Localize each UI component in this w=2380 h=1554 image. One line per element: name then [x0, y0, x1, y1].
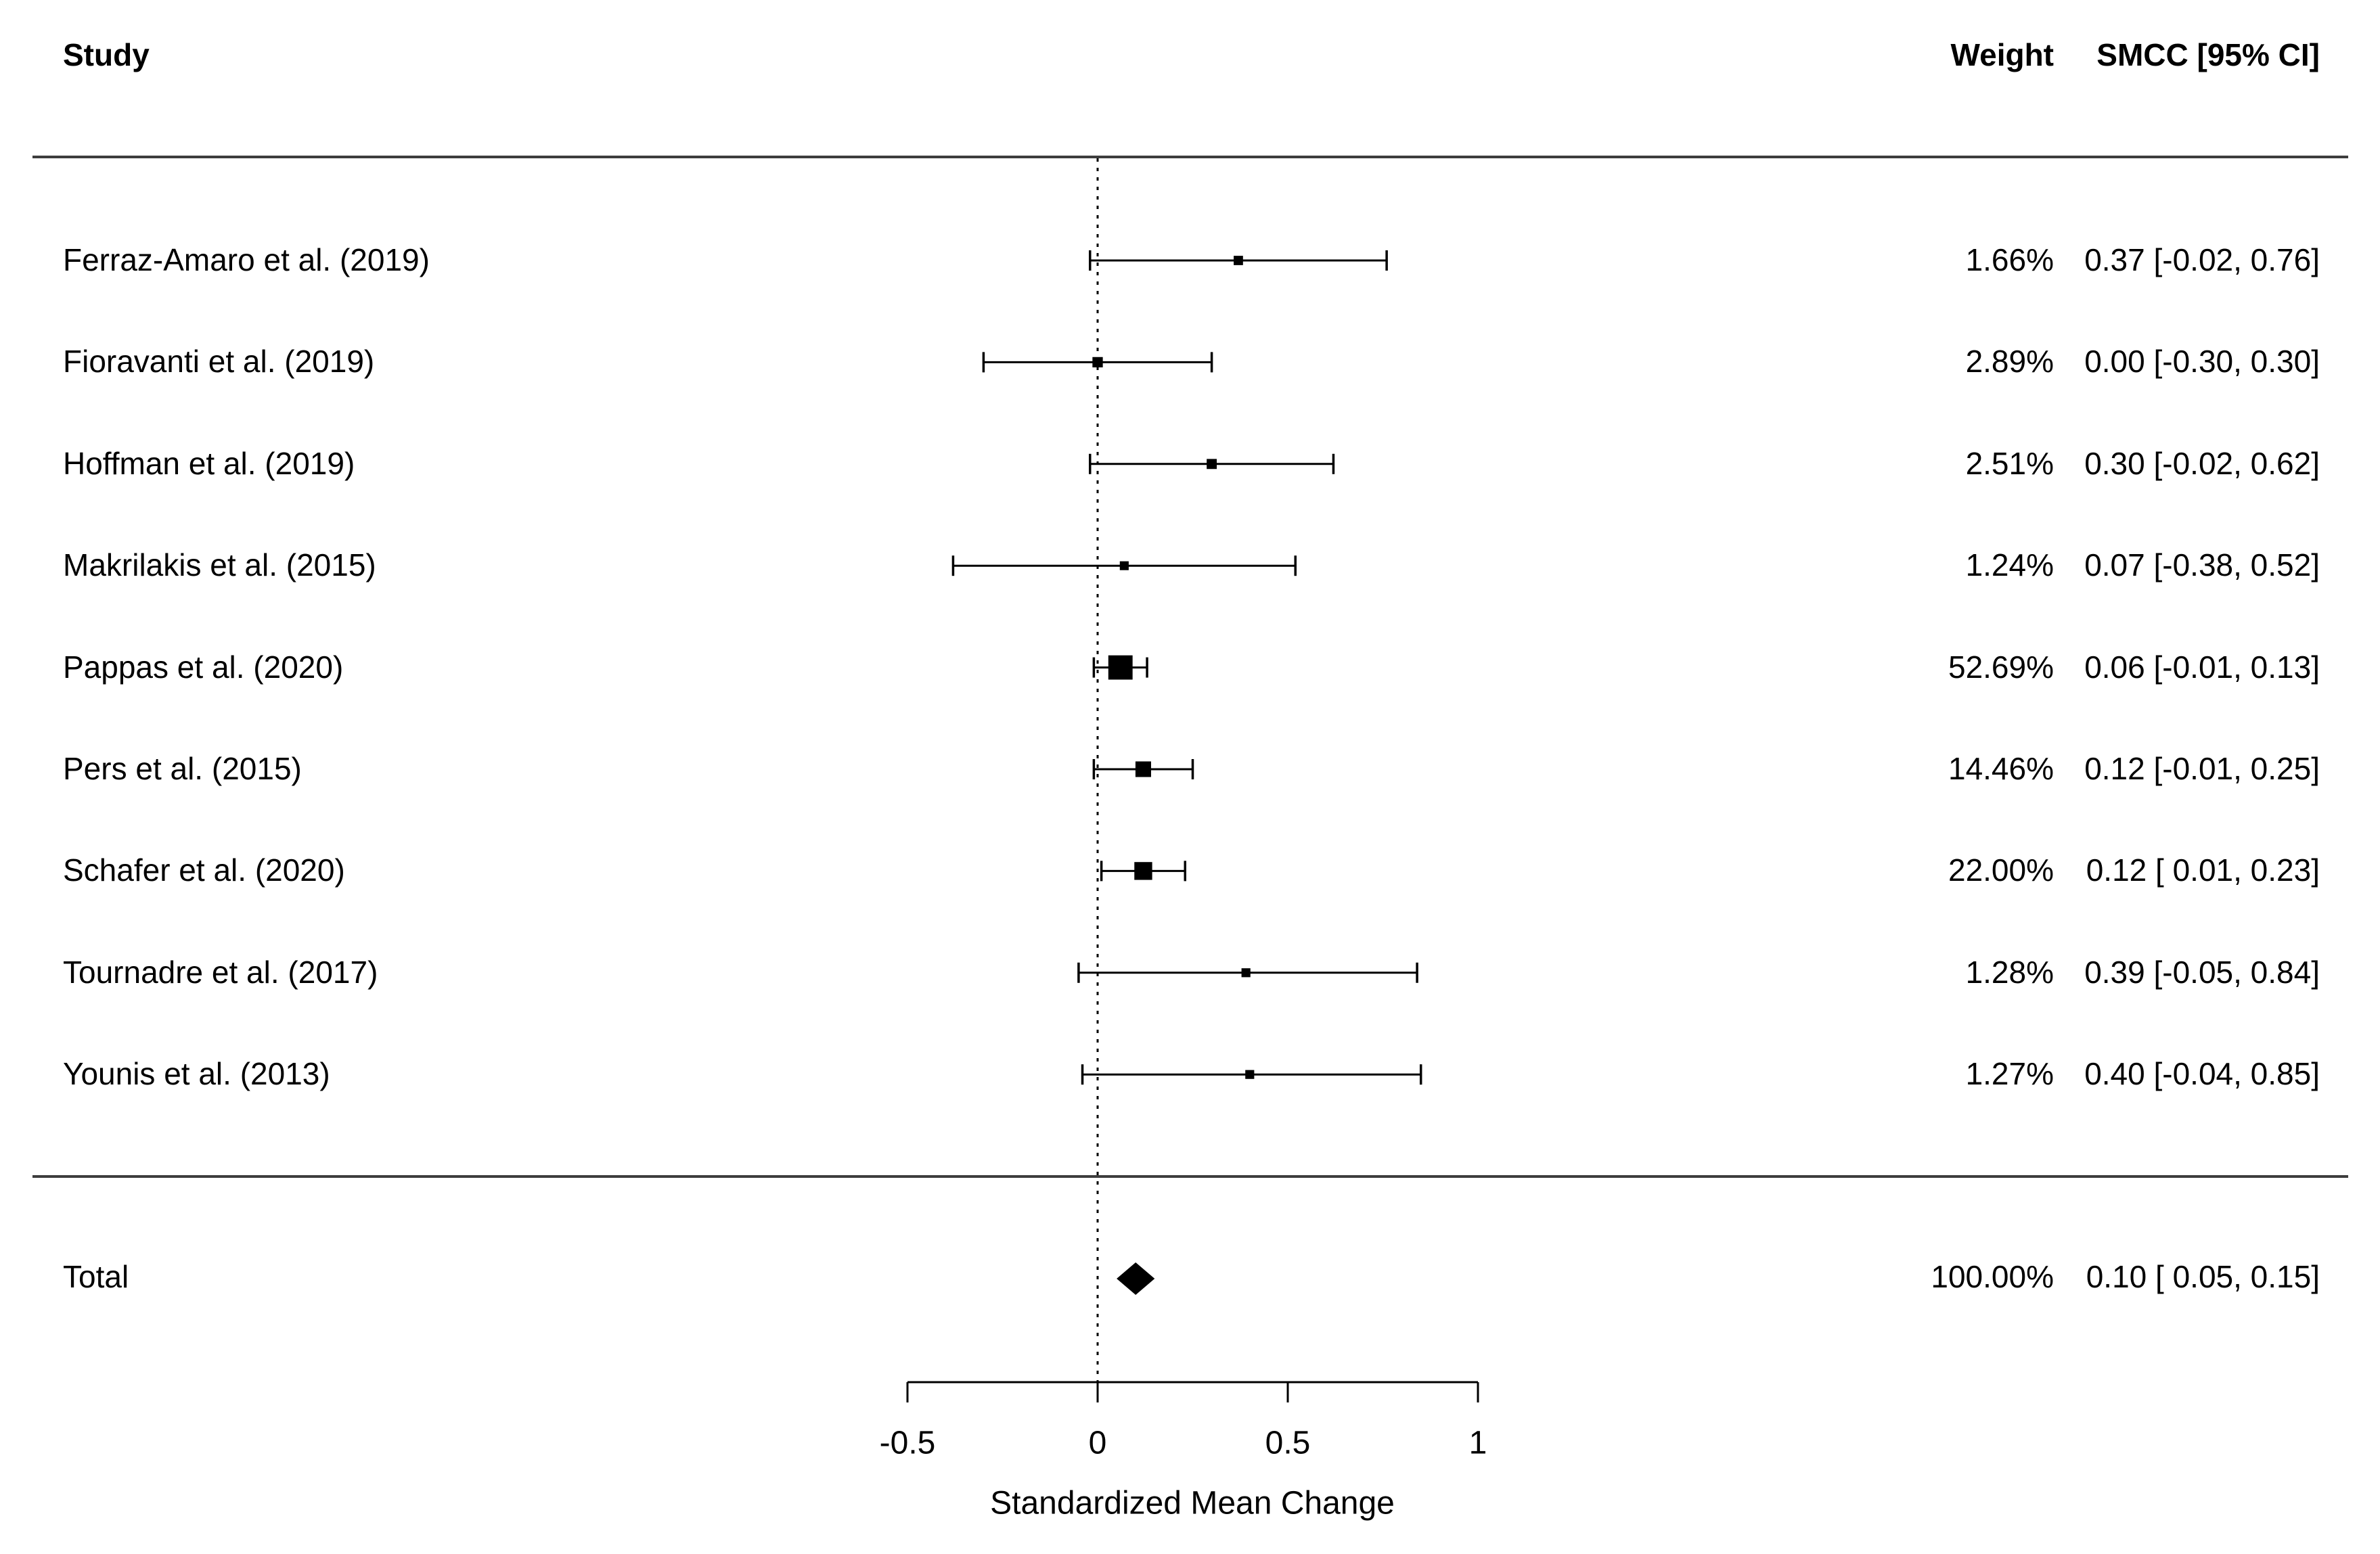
study-row-graphic: [1081, 1064, 1422, 1085]
smcc-value: 0.39 [-0.05, 0.84]: [2084, 954, 2320, 990]
study-row-graphic: [982, 352, 1213, 373]
column-header-study: Study: [63, 37, 150, 73]
smcc-value: 0.06 [-0.01, 0.13]: [2084, 649, 2320, 685]
study-label: Schafer et al. (2020): [63, 852, 345, 888]
smcc-value: 0.12 [-0.01, 0.25]: [2084, 751, 2320, 787]
weight-value: 22.00%: [1948, 852, 2054, 888]
study-label: Fioravanti et al. (2019): [63, 344, 375, 380]
smcc-value: 0.37 [-0.02, 0.76]: [2084, 242, 2320, 278]
study-row-graphic: [1089, 250, 1388, 271]
weight-value: 1.66%: [1965, 242, 2054, 278]
column-header-smcc: SMCC [95% CI]: [2096, 37, 2320, 73]
study-label: Tournadre et al. (2017): [63, 954, 378, 990]
point-estimate-marker: [1234, 256, 1243, 265]
point-estimate-marker: [1135, 761, 1151, 777]
smcc-value: 0.12 [ 0.01, 0.23]: [2086, 852, 2320, 888]
point-estimate-marker: [1134, 862, 1152, 880]
study-label: Hoffman et al. (2019): [63, 445, 355, 481]
study-label: Pappas et al. (2020): [63, 649, 344, 685]
study-row-graphic: [1077, 962, 1418, 983]
weight-value: 1.28%: [1965, 954, 2054, 990]
study-row-graphic: [1100, 861, 1187, 882]
point-estimate-marker: [1245, 1070, 1255, 1079]
weight-value: 14.46%: [1948, 751, 2054, 787]
x-axis-tick-label: 0: [1088, 1425, 1107, 1461]
total-label: Total: [63, 1259, 129, 1295]
total-weight-value: 100.00%: [1931, 1259, 2054, 1295]
point-estimate-marker: [1241, 968, 1251, 978]
column-header-weight: Weight: [1950, 37, 2054, 73]
study-label: Younis et al. (2013): [63, 1056, 330, 1092]
point-estimate-marker: [1119, 561, 1129, 570]
study-row-graphic: [1089, 453, 1335, 474]
study-row-graphic: [951, 555, 1297, 576]
total-divider: [32, 1175, 2348, 1178]
study-row-graphic: [1092, 655, 1148, 680]
smcc-value: 0.40 [-0.04, 0.85]: [2084, 1056, 2320, 1092]
x-axis-tick-label: 1: [1468, 1425, 1487, 1461]
weight-value: 1.24%: [1965, 547, 2054, 583]
point-estimate-marker: [1108, 655, 1133, 680]
smcc-value: 0.30 [-0.02, 0.62]: [2084, 445, 2320, 481]
weight-value: 2.51%: [1965, 445, 2054, 481]
point-estimate-marker: [1092, 357, 1103, 368]
weight-value: 1.27%: [1965, 1056, 2054, 1092]
weight-value: 52.69%: [1948, 649, 2054, 685]
study-label: Ferraz-Amaro et al. (2019): [63, 242, 430, 278]
x-axis-tick-label: 0.5: [1265, 1425, 1311, 1461]
x-axis-tick-label: -0.5: [879, 1425, 936, 1461]
study-label: Makrilakis et al. (2015): [63, 547, 376, 583]
x-axis-title: Standardized Mean Change: [990, 1485, 1395, 1522]
summary-diamond: [1117, 1262, 1155, 1295]
study-label: Pers et al. (2015): [63, 751, 302, 787]
weight-value: 2.89%: [1965, 344, 2054, 380]
smcc-value: 0.00 [-0.30, 0.30]: [2084, 344, 2320, 380]
header-divider: [32, 156, 2348, 158]
smcc-value: 0.07 [-0.38, 0.52]: [2084, 547, 2320, 583]
point-estimate-marker: [1207, 459, 1217, 470]
total-smcc-value: 0.10 [ 0.05, 0.15]: [2086, 1259, 2320, 1295]
study-row-graphic: [1092, 759, 1194, 779]
